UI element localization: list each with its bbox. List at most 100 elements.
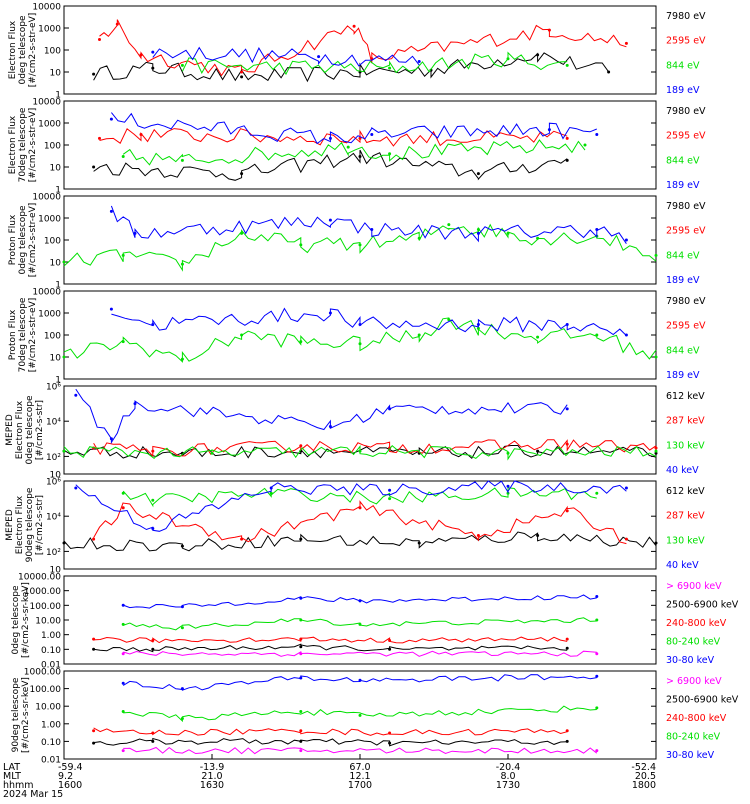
panel-3-ytick-label: 1000 <box>38 215 61 225</box>
panel-2-point <box>328 136 332 140</box>
panel-7-point <box>180 605 184 609</box>
x-tick-lat: 67.0 <box>349 762 370 773</box>
panel-5-ytick-label: 10² <box>46 453 61 463</box>
x-tick-mlt: 12.1 <box>349 771 370 782</box>
panel-5-legend-item: 130 keV <box>666 440 705 451</box>
panel-4-point <box>109 307 113 311</box>
panel-1-point <box>607 70 611 74</box>
panel-8-legend-item: 2500-6900 keV <box>666 695 739 706</box>
panel-3-point <box>370 228 374 231</box>
x-tick-lat: -20.4 <box>496 762 521 773</box>
panel-2-point <box>547 128 551 132</box>
panel-6-point <box>299 537 303 541</box>
panel-4-point <box>299 340 303 344</box>
panel-5-frame <box>63 385 657 475</box>
panel-4-point <box>476 323 480 326</box>
panel-3-point <box>417 236 421 240</box>
panel-8-point <box>595 706 599 710</box>
panel-7-point <box>565 637 569 641</box>
panel-6-ylabel: 90deg telescope <box>25 487 35 562</box>
panel-1-legend-item: 7980 eV <box>666 11 706 22</box>
panel-1-series-2595-ev <box>99 19 627 77</box>
panel-8-point <box>299 749 303 753</box>
panel-6-point <box>151 498 155 502</box>
panel-6-point <box>121 506 125 510</box>
x-tick-hhmm: 1730 <box>496 780 520 791</box>
panel-6-point <box>624 486 628 490</box>
panel-2-legend-item: 844 eV <box>666 155 700 166</box>
panel-1-point <box>624 41 628 45</box>
panel-2-point <box>139 133 143 136</box>
panel-8-point <box>151 739 155 743</box>
panel-7-point <box>595 652 599 656</box>
panel-5-point <box>328 425 332 428</box>
panel-5-point <box>388 407 392 411</box>
panel-4-point <box>151 323 155 326</box>
panel-2-legend-item: 7980 eV <box>666 106 706 117</box>
panel-5-series-40-kev <box>75 388 568 445</box>
panel-7-point <box>358 599 362 603</box>
panel-2-point <box>565 136 569 140</box>
panel-3-point <box>133 231 137 235</box>
panel-2-ytick-label: 100 <box>44 142 61 152</box>
x-tick-lat: -59.4 <box>58 762 83 773</box>
panel-7-ylabel: 0deg telescope <box>11 585 21 655</box>
panel-8-point <box>151 731 155 735</box>
panel-5-point <box>654 449 658 453</box>
panel-1-point <box>240 70 244 74</box>
panel-3-legend-item: 189 eV <box>666 275 700 286</box>
panel-4-point <box>180 357 184 361</box>
panel-6-point <box>506 491 510 495</box>
panel-7-point <box>121 652 125 656</box>
panel-8-ylabel: [#/cm2-s-sr-keV] <box>21 677 31 753</box>
panel-6-point <box>269 491 273 495</box>
panel-2-point <box>121 155 125 158</box>
panel-5-point <box>358 449 362 453</box>
panel-5-point <box>654 446 658 450</box>
panel-1-frame <box>63 5 657 95</box>
panel-6-point <box>565 509 569 513</box>
panel-2-ytick-label: 1000 <box>38 120 61 130</box>
panel-6-point <box>180 544 184 548</box>
panel-7-legend-item: 80-240 keV <box>666 637 721 648</box>
panel-2-series-7980-ev <box>93 149 568 181</box>
panel-7-point <box>388 647 392 651</box>
panel-8-ytick-label: 1000.00 <box>24 668 61 678</box>
panel-6-series-40-kev <box>75 480 627 532</box>
panel-2-ylabel: [#/cm2-s-str-eV] <box>28 108 38 183</box>
panel-6-point <box>476 534 480 537</box>
panel-4-point <box>328 311 332 315</box>
panel-7-ytick-label: 100.00 <box>30 602 62 612</box>
panel-5-ylabel: Electron Flux <box>15 400 25 459</box>
panel-5-ylabel: [#/cm2-s-str] <box>35 400 45 460</box>
panel-1-ytick-label: 1 <box>55 91 61 101</box>
panel-2-point <box>565 158 569 162</box>
panel-8-point <box>565 729 569 733</box>
panel-2-point <box>476 172 480 176</box>
panel-7-point <box>299 645 303 649</box>
panel-2-series-189-ev <box>111 112 597 145</box>
panel-7-point <box>388 639 392 642</box>
panel-2-point <box>346 145 350 149</box>
panel-7-series-240-800-kev <box>93 636 568 644</box>
panel-6-frame <box>63 480 657 570</box>
panel-6-legend-item: 130 keV <box>666 535 705 546</box>
panel-7-point <box>151 647 155 651</box>
panel-5-point <box>654 451 658 455</box>
panel-8-point <box>595 674 599 678</box>
panel-7-series-30-80-kev <box>123 594 597 609</box>
panel-6-point <box>388 497 392 501</box>
panel-7-ytick-label: 1.00 <box>41 631 61 641</box>
panel-1-point <box>317 55 321 59</box>
panel-7-ytick-label: 10000.00 <box>18 573 61 583</box>
panel-3-point <box>358 243 362 247</box>
x-tick-hhmm: 1800 <box>632 780 656 791</box>
panel-1-point <box>388 66 392 70</box>
panel-5-ylabel: 0deg telescope <box>25 395 35 465</box>
panel-7-ytick-label: 1000.00 <box>24 587 61 597</box>
panel-4-ytick-label: 1 <box>55 376 61 386</box>
panel-7-point <box>299 652 303 656</box>
panel-4-ylabel: 70deg telescope <box>18 297 28 372</box>
panel-2-ylabel: Electron Flux <box>8 115 18 174</box>
panel-4-point <box>654 355 658 359</box>
